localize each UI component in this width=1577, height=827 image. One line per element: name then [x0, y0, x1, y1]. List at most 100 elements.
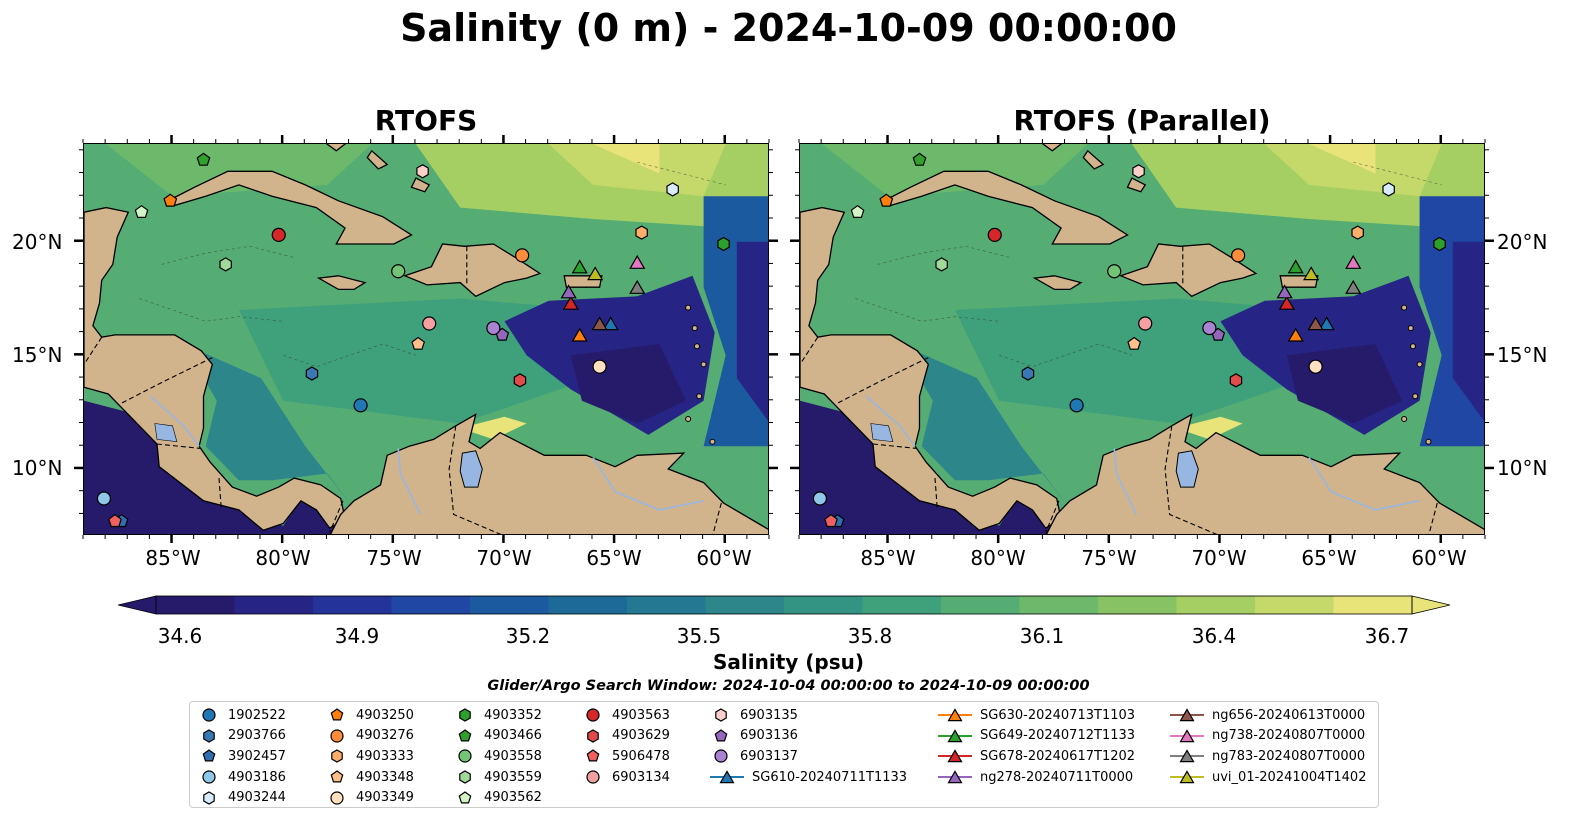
obs-marker-2903766[interactable]	[1021, 366, 1035, 381]
obs-marker-4903333[interactable]	[1351, 225, 1364, 240]
legend-symbol[interactable]	[947, 708, 963, 722]
obs-marker-SG678-20240617T1202[interactable]	[562, 295, 579, 310]
obs-marker-ng656-20240613T0000[interactable]	[1307, 316, 1324, 331]
obs-marker-SG678-20240617T1202[interactable]	[1278, 295, 1295, 310]
island	[1412, 393, 1419, 400]
obs-marker-4903563[interactable]	[271, 227, 286, 242]
obs-marker-4903559[interactable]	[219, 257, 232, 272]
legend-symbol[interactable]	[947, 749, 963, 763]
obs-marker-4903348[interactable]	[1127, 336, 1142, 350]
obs-marker-4903562[interactable]	[134, 204, 149, 219]
legend-symbol[interactable]	[202, 708, 216, 722]
legend-symbol[interactable]	[1179, 770, 1195, 784]
legend-symbol[interactable]	[459, 770, 471, 784]
obs-marker-6903134[interactable]	[422, 316, 437, 331]
legend-symbol[interactable]	[587, 728, 599, 743]
map-panel-rtofs-parallel[interactable]	[799, 143, 1485, 535]
colorbar-swatch	[784, 596, 863, 614]
legend-symbol[interactable]	[715, 708, 727, 722]
legend-symbol[interactable]	[714, 728, 728, 742]
coastal-salinity	[460, 416, 527, 440]
obs-marker-4903250[interactable]	[879, 193, 894, 207]
legend-symbol[interactable]	[947, 770, 963, 784]
obs-marker-SG649-20240712T1133[interactable]	[571, 259, 588, 274]
obs-marker-SG610-20240711T1133[interactable]	[602, 316, 619, 331]
obs-marker-4903349[interactable]	[1308, 359, 1323, 374]
legend-symbol[interactable]	[330, 729, 344, 743]
legend-symbol[interactable]	[714, 749, 728, 763]
legend-symbol[interactable]	[947, 728, 963, 742]
obs-marker-4903558[interactable]	[391, 264, 406, 279]
obs-marker-4903466[interactable]	[196, 152, 211, 166]
obs-marker-ng738-20240807T0000[interactable]	[629, 254, 646, 269]
obs-marker-6903135[interactable]	[1132, 164, 1145, 179]
legend-symbol[interactable]	[330, 791, 344, 805]
coastal-salinity	[1176, 416, 1243, 440]
obs-marker-SG630-20240713T1103[interactable]	[571, 327, 588, 342]
legend-symbol[interactable]	[202, 749, 216, 762]
legend-symbol[interactable]	[586, 770, 600, 784]
obs-marker-SG610-20240711T1133[interactable]	[1318, 316, 1335, 331]
legend-symbol[interactable]	[1179, 728, 1195, 742]
legend-symbol[interactable]	[1179, 708, 1195, 722]
obs-marker-ng278-20240711T0000[interactable]	[1276, 284, 1293, 299]
obs-marker-4903244[interactable]	[1382, 182, 1395, 197]
obs-marker-4903333[interactable]	[635, 225, 648, 240]
obs-marker-4903250[interactable]	[163, 193, 178, 207]
obs-marker-4903348[interactable]	[411, 336, 426, 350]
colorbar-swatch	[470, 596, 549, 614]
legend-symbol[interactable]	[719, 770, 735, 784]
obs-marker-4903186[interactable]	[812, 491, 828, 506]
obs-marker-ng656-20240613T0000[interactable]	[591, 316, 608, 331]
obs-marker-ng783-20240807T0000[interactable]	[1345, 279, 1362, 294]
legend-symbol[interactable]	[330, 708, 344, 721]
obs-marker-SG649-20240712T1133[interactable]	[1287, 259, 1304, 274]
obs-marker-6903135[interactable]	[416, 164, 429, 179]
legend-symbol[interactable]	[459, 708, 471, 722]
obs-marker-4903352[interactable]	[1433, 236, 1446, 252]
obs-marker-5906478[interactable]	[108, 513, 122, 528]
obs-marker-2903766[interactable]	[305, 366, 319, 381]
obs-marker-4903276[interactable]	[515, 248, 530, 263]
obs-marker-4903629[interactable]	[513, 373, 527, 388]
obs-marker-4903563[interactable]	[987, 227, 1002, 242]
panel-title-rtofs-parallel: RTOFS (Parallel)	[1013, 104, 1271, 137]
legend-symbol[interactable]	[586, 708, 600, 722]
obs-marker-4903244[interactable]	[666, 182, 679, 197]
obs-marker-4903466[interactable]	[912, 152, 927, 166]
obs-marker-4903352[interactable]	[717, 236, 730, 252]
legend-symbol[interactable]	[458, 791, 472, 804]
obs-marker-6903137[interactable]	[1202, 320, 1217, 336]
legend-symbol[interactable]	[203, 791, 215, 805]
obs-marker-uvi_01-20241004T1402[interactable]	[587, 266, 604, 281]
legend-symbol[interactable]	[330, 770, 344, 783]
obs-marker-1902522[interactable]	[1069, 398, 1084, 413]
obs-marker-4903558[interactable]	[1107, 264, 1122, 279]
obs-marker-5906478[interactable]	[824, 513, 838, 528]
obs-marker-4903276[interactable]	[1231, 248, 1246, 263]
obs-marker-1902522[interactable]	[353, 398, 368, 413]
legend-symbol[interactable]	[458, 749, 472, 763]
obs-marker-4903629[interactable]	[1229, 373, 1243, 388]
legend-symbol[interactable]	[458, 728, 472, 742]
obs-marker-4903562[interactable]	[850, 204, 865, 219]
legend-symbol[interactable]	[331, 749, 343, 764]
obs-marker-SG630-20240713T1103[interactable]	[1287, 327, 1304, 342]
legend-symbol[interactable]	[1179, 749, 1195, 763]
gulf-region	[822, 144, 1088, 197]
obs-marker-4903559[interactable]	[935, 257, 948, 272]
legend-symbol[interactable]	[202, 770, 216, 784]
legend-symbol[interactable]	[203, 728, 215, 743]
obs-marker-ng738-20240807T0000[interactable]	[1345, 254, 1362, 269]
legend-label: 4903250	[356, 707, 414, 723]
obs-marker-6903134[interactable]	[1138, 316, 1153, 331]
legend-symbol[interactable]	[586, 749, 600, 762]
obs-marker-ng783-20240807T0000[interactable]	[629, 279, 646, 294]
map-panel-rtofs[interactable]	[83, 143, 769, 535]
obs-marker-6903137[interactable]	[486, 320, 501, 336]
obs-marker-uvi_01-20241004T1402[interactable]	[1303, 266, 1320, 281]
obs-marker-4903349[interactable]	[592, 359, 607, 374]
legend-marker-circle	[202, 708, 216, 722]
obs-marker-ng278-20240711T0000[interactable]	[560, 284, 577, 299]
obs-marker-4903186[interactable]	[96, 491, 112, 506]
